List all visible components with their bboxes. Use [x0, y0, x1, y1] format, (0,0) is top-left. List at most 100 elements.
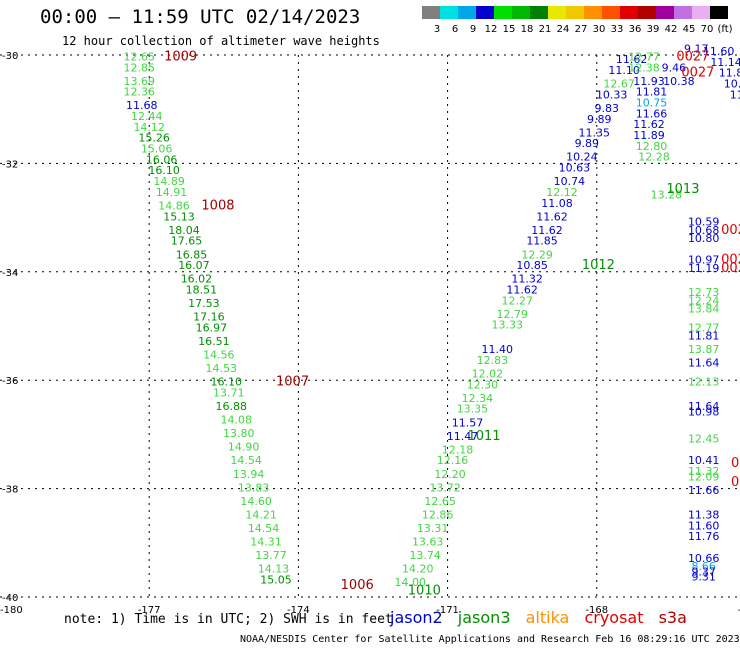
pressure-label: 1009 [164, 49, 197, 64]
scale-swatch [620, 6, 638, 19]
wave-height-label: 17.65 [171, 235, 203, 248]
pressure-label: 1012 [582, 258, 615, 273]
y-tick-label: -38 [2, 485, 18, 496]
y-tick-label: -40 [2, 593, 18, 604]
wave-height-label: 11.76 [688, 530, 720, 543]
mission-jason2-label: jason2 [390, 608, 443, 627]
wave-height-label: 11.32 [511, 273, 543, 286]
wave-height-label: 12.44 [131, 110, 163, 123]
wave-height-label: 12.77 [628, 50, 660, 63]
y-tick-label: -32 [2, 159, 18, 170]
wave-height-label: 13.69 [123, 75, 155, 88]
wave-height-label: 12.30 [467, 378, 499, 391]
x-tick-label: -174 [287, 605, 310, 616]
scale-label: 3 [434, 24, 440, 35]
scale-label: 27 [575, 24, 588, 35]
wave-height-label: 16.02 [181, 273, 213, 286]
wave-height-label: 9.37 [691, 565, 716, 578]
source-credit: NOAA/NESDIS Center for Satellite Applica… [240, 634, 740, 645]
wave-height-label: 14.86 [158, 199, 190, 212]
wave-height-label: 11.89 [633, 129, 665, 142]
wave-height-label: 8.66 [691, 560, 716, 573]
wave-height-label: 12.36 [123, 86, 155, 99]
wave-height-label: 13.83 [238, 481, 270, 494]
scale-label: 12 [485, 24, 498, 35]
wave-height-label: 14.89 [153, 175, 185, 188]
wave-height-label: 12.65 [123, 50, 155, 63]
wave-height-label: 13.72 [429, 481, 461, 494]
wave-height-label: 12.12 [546, 186, 578, 199]
wave-height-label: 10.41 [688, 454, 720, 467]
x-tick-label: -168 [585, 605, 608, 616]
wave-height-label: 13.80 [223, 427, 255, 440]
wave-height-label: 12.73 [688, 286, 720, 299]
pressure-label: 1008 [201, 198, 234, 213]
wave-height-label: 9.83 [594, 102, 619, 115]
wave-height-label: 10.74 [554, 175, 586, 188]
wave-height-label: 16.51 [198, 335, 230, 348]
x-tick-label: -16 [738, 605, 740, 616]
wave-height-label: 14.13 [258, 563, 290, 576]
scale-swatch [566, 6, 584, 19]
wave-height-label: 14.56 [203, 349, 235, 362]
wave-height-label: 17.53 [188, 297, 220, 310]
wave-height-label: 16.97 [196, 321, 228, 334]
wave-height-label: 11.81 [688, 330, 720, 343]
wave-height-label: 11.66 [636, 107, 668, 120]
mission-jason3-label: jason3 [457, 608, 511, 627]
scale-label: 24 [557, 24, 570, 35]
scale-swatch [440, 6, 458, 19]
wave-height-label: 12.65 [424, 495, 456, 508]
wave-height-label: 11.62 [506, 283, 538, 296]
scale-label: 9 [470, 24, 476, 35]
wave-height-label: 12.27 [501, 294, 533, 307]
time-label: 0026 [721, 261, 740, 276]
wave-height-label: 14.53 [206, 362, 238, 375]
wave-height-label: 13.94 [233, 468, 265, 481]
wave-height-label: 14.54 [230, 454, 262, 467]
scale-label: 45 [683, 24, 696, 35]
wave-height-label: 14.00 [395, 576, 427, 589]
scale-label: 39 [647, 24, 660, 35]
wave-height-label: 9.89 [575, 137, 600, 150]
wave-height-label: 14.20 [402, 563, 434, 576]
wave-height-label: 10.59 [688, 216, 720, 229]
wave-height-label: 13.84 [688, 302, 720, 315]
wave-height-label: 14.12 [133, 121, 165, 134]
wave-height-label: 16.85 [176, 248, 208, 261]
wave-height-label: 13.71 [213, 386, 245, 399]
wave-height-label: 12.16 [437, 454, 469, 467]
wave-height-label: 9.89 [587, 113, 612, 126]
scale-swatch [584, 6, 602, 19]
scale-swatch [512, 6, 530, 19]
wave-height-label: 12.77 [688, 321, 720, 334]
scale-label: 30 [593, 24, 606, 35]
wave-height-label: 9.46 [662, 61, 687, 74]
scale-swatch [692, 6, 710, 19]
scale-swatch [422, 6, 440, 19]
scale-label: 15 [503, 24, 516, 35]
time-label: 0026 [721, 253, 740, 268]
wave-height-label: 14.60 [240, 495, 272, 508]
scale-swatch [548, 6, 566, 19]
wave-height-label: 10.75 [636, 96, 668, 109]
wave-height-label: 14.21 [245, 508, 277, 521]
wave-height-label: 17.16 [193, 311, 225, 324]
wave-height-label: 10.33 [596, 88, 628, 101]
x-tick-label: -177 [138, 605, 161, 616]
wave-height-label: 15.05 [260, 573, 292, 586]
pressure-label: 1007 [276, 375, 309, 390]
wave-height-label: 10.63 [559, 162, 591, 175]
wave-height-label: 12.02 [472, 367, 504, 380]
wave-height-label: 13.77 [255, 549, 287, 562]
wave-height-label: 12.67 [603, 78, 635, 91]
wave-height-label: 13.28 [651, 189, 683, 202]
wave-height-label: 11.93 [633, 75, 665, 88]
scale-label: 36 [629, 24, 642, 35]
wave-height-label: 15.26 [138, 132, 170, 145]
scale-label: 42 [665, 24, 678, 35]
wave-height-label: 11.60 [703, 45, 735, 58]
scale-swatch [494, 6, 512, 19]
footnote: note: 1) Time is in UTC; 2) SWH is in fe… [64, 612, 393, 627]
wave-height-label: 13.31 [417, 522, 449, 535]
